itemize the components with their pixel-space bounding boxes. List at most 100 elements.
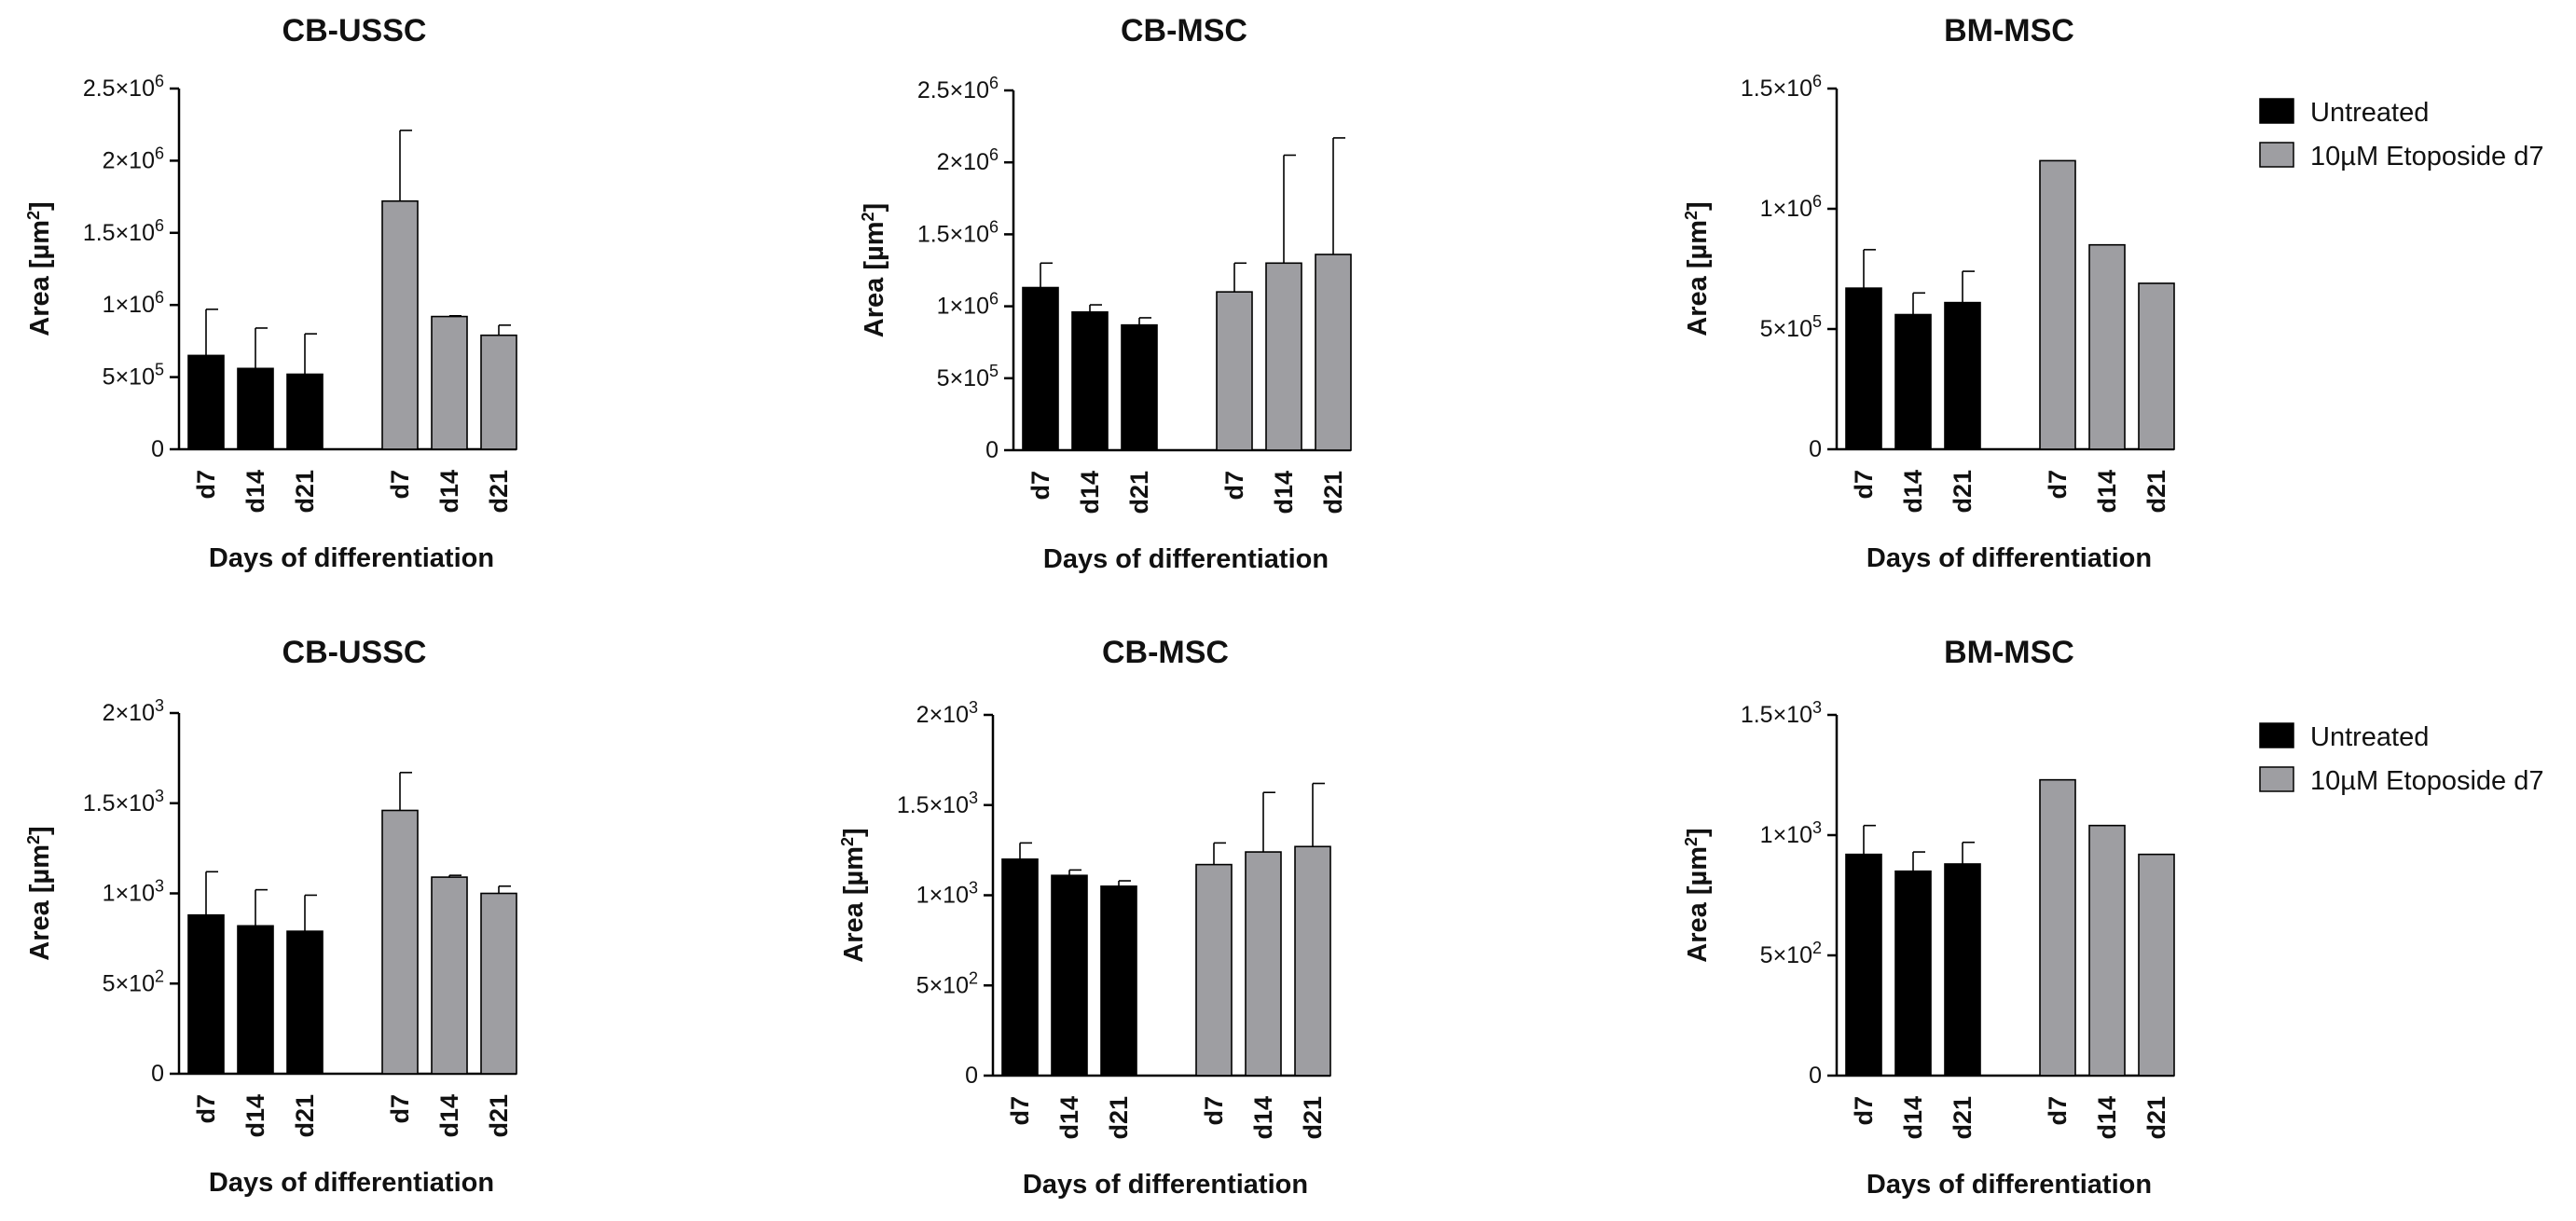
x-tick-label: d21: [291, 470, 319, 514]
x-tick-label: d21: [1105, 1096, 1133, 1140]
x-axis-label: Days of differentiation: [1023, 1170, 1308, 1200]
x-tick-label: d21: [1299, 1096, 1327, 1140]
y-axis-label: Area [µm2]: [24, 826, 55, 960]
x-tick-label: d21: [291, 1094, 319, 1138]
y-axis-label: Area [µm2]: [1682, 828, 1713, 962]
bar-d7-etoposide: [2039, 159, 2076, 450]
legend-untreated-swatch: [2259, 722, 2294, 748]
x-axis-label: Days of differentiation: [209, 543, 494, 573]
y-tick-label: 2.5×106: [917, 74, 999, 103]
y-tick-label: 0: [985, 437, 999, 463]
bar-d21-untreated: [1944, 301, 1981, 450]
y-tick-label: 1.5×103: [897, 789, 978, 818]
chart-panel-3: BM-MSC 0 5×105 1×106 1.5×106 Area [µm2] d7 d14 d…: [1682, 13, 2175, 573]
bar-d7-etoposide: [1195, 863, 1233, 1077]
bar-d21-etoposide: [480, 334, 517, 450]
y-tick-label: 1×106: [103, 288, 164, 318]
bar-d21-etoposide: [2138, 282, 2175, 450]
y-tick-label: 5×102: [103, 967, 164, 996]
x-tick-label: d14: [241, 1094, 269, 1138]
x-tick-label: d7: [1220, 471, 1248, 501]
bar-d21-untreated: [1944, 863, 1981, 1077]
bar-d14-etoposide: [1245, 851, 1282, 1077]
x-tick-label: d7: [192, 1094, 220, 1124]
y-tick-label: 1.5×103: [83, 787, 164, 816]
bar-d14-etoposide: [431, 876, 468, 1075]
legend-untreated-swatch: [2259, 98, 2294, 124]
legend-treated-label: 10µM Etoposide d7: [2310, 142, 2543, 171]
x-tick-label: d21: [2142, 470, 2170, 514]
bar-d14-untreated: [237, 367, 274, 450]
x-tick-label: d14: [1055, 1096, 1083, 1140]
y-tick-label: 2×106: [937, 145, 999, 175]
x-tick-label: d14: [241, 470, 269, 514]
x-tick-label: d14: [435, 470, 463, 514]
x-axis-label: Days of differentiation: [1867, 543, 2152, 573]
y-axis-label: Area [µm2]: [859, 203, 889, 337]
bar-d7-untreated: [1845, 853, 1882, 1077]
x-tick-label: d14: [2093, 1096, 2121, 1140]
chart-panel-2: CB-MSC 0 5×105 1×106 1.5×106 2×106 2.5×106 Area…: [859, 13, 1352, 574]
bar-d21-etoposide: [2138, 853, 2175, 1077]
bar-d7-untreated: [187, 913, 225, 1075]
legend-treated-label: 10µM Etoposide d7: [2310, 766, 2543, 796]
legend-treated-swatch: [2259, 142, 2294, 168]
y-tick-label: 2×106: [103, 144, 164, 173]
x-tick-label: d21: [485, 1094, 513, 1138]
chart-title: CB-USSC: [282, 13, 427, 48]
x-tick-label: d14: [2093, 470, 2121, 514]
y-tick-label: 0: [151, 1061, 164, 1087]
x-tick-label: d21: [1319, 471, 1347, 514]
x-tick-label: d7: [386, 470, 414, 500]
bar-d7-untreated: [1022, 286, 1059, 451]
y-tick-label: 5×105: [103, 361, 164, 391]
bar-d7-etoposide: [381, 809, 419, 1075]
chart-panel-5: CB-MSC 0 5×102 1×103 1.5×103 2×103 Area [µm2] d…: [838, 635, 1331, 1200]
x-tick-label: d21: [485, 470, 513, 514]
bar-d14-etoposide: [2088, 243, 2126, 450]
x-tick-label: d14: [1899, 1096, 1927, 1140]
x-tick-label: d7: [2044, 470, 2072, 500]
bar-d21-untreated: [286, 930, 324, 1075]
bar-d14-untreated: [1894, 313, 1932, 450]
x-axis-label: Days of differentiation: [1867, 1170, 2152, 1200]
bar-d14-untreated: [237, 925, 274, 1075]
bar-d7-etoposide: [381, 199, 419, 450]
chart-title: CB-MSC: [1102, 635, 1229, 670]
bar-d14-untreated: [1894, 870, 1932, 1077]
bar-d21-etoposide: [1294, 845, 1331, 1077]
chart-title: CB-USSC: [282, 635, 427, 670]
bar-d7-untreated: [1845, 287, 1882, 450]
bar-d21-untreated: [1121, 323, 1158, 451]
y-tick-label: 1×103: [1760, 818, 1822, 848]
legend-top: Untreated 10µM Etoposide d7: [2259, 98, 2543, 171]
x-tick-label: d14: [1270, 471, 1298, 514]
y-tick-label: 1×106: [937, 290, 999, 320]
bar-d21-etoposide: [480, 892, 517, 1075]
x-tick-label: d21: [1949, 470, 1977, 514]
y-tick-label: 1.5×103: [1741, 698, 1822, 728]
bar-d7-untreated: [1001, 857, 1039, 1077]
chart-title: CB-MSC: [1121, 13, 1247, 48]
chart-title: BM-MSC: [1944, 635, 2074, 670]
legend-untreated-label: Untreated: [2310, 98, 2429, 128]
y-tick-label: 5×105: [1760, 312, 1822, 342]
x-tick-label: d14: [1249, 1096, 1277, 1140]
bar-d21-untreated: [1100, 885, 1137, 1077]
x-tick-label: d7: [1850, 470, 1878, 500]
y-tick-label: 5×102: [1760, 939, 1822, 968]
y-tick-label: 0: [151, 436, 164, 462]
bar-d14-etoposide: [431, 315, 468, 450]
bar-d14-etoposide: [2088, 824, 2126, 1077]
x-tick-label: d7: [1850, 1096, 1878, 1126]
chart-panel-4: CB-USSC 0 5×102 1×103 1.5×103 2×103 Area [µm2]…: [24, 635, 517, 1198]
y-tick-label: 5×105: [937, 362, 999, 391]
bar-d7-untreated: [187, 354, 225, 450]
x-tick-label: d21: [1125, 471, 1153, 514]
chart-title: BM-MSC: [1944, 13, 2074, 48]
y-axis-label: Area [µm2]: [1682, 201, 1713, 336]
x-tick-label: d7: [1026, 471, 1054, 501]
y-tick-label: 2.5×106: [83, 72, 164, 102]
bar-d14-etoposide: [1265, 262, 1302, 451]
